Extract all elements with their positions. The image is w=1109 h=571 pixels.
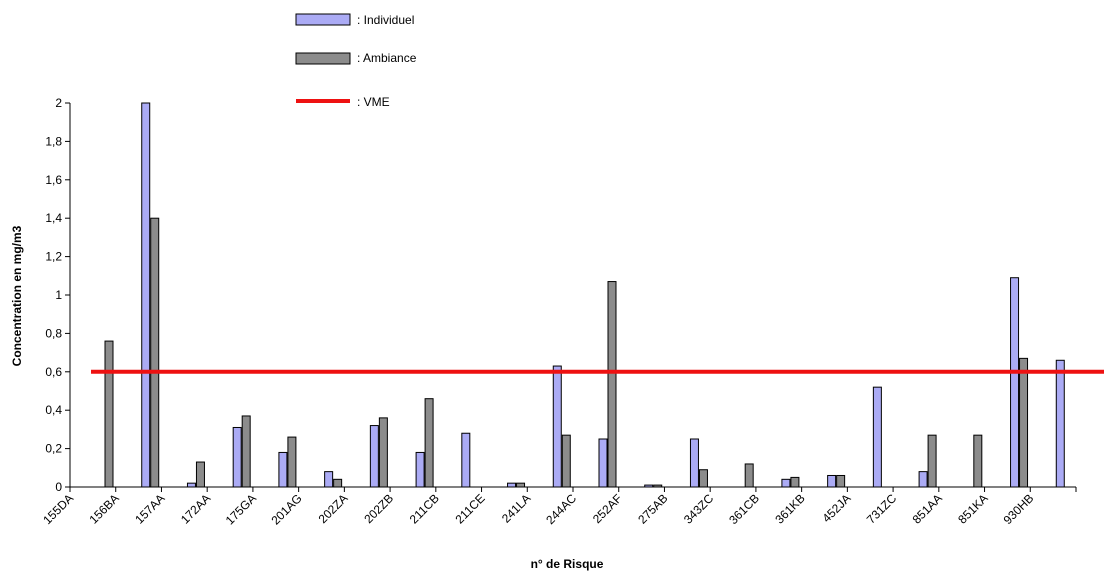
x-tick-label: 211CE: [452, 491, 487, 526]
y-tick-label: 2: [55, 96, 62, 110]
legend-swatch-ambiance: [295, 52, 351, 65]
y-tick-label: 0,8: [45, 326, 62, 340]
x-tick-label: 202ZB: [361, 491, 396, 526]
bar-ambiance: [973, 434, 983, 488]
bar-individuel: [781, 478, 791, 488]
x-tick-label: 157AA: [132, 491, 167, 526]
y-tick-label: 1,2: [45, 250, 62, 264]
bar-individuel: [507, 482, 517, 488]
y-tick-label: 1: [55, 288, 62, 302]
x-tick-label: 156BA: [86, 491, 121, 526]
x-tick-label: 252AF: [590, 491, 625, 526]
x-tick-label: 241LA: [499, 491, 533, 525]
bar-individuel: [278, 451, 288, 488]
y-axis-ticks: 0 0,2 0,4 0,6 0,8 1 1,2 1,4 1,6 1,8 2: [45, 96, 70, 494]
bar-ambiance: [516, 482, 526, 488]
y-tick-label: 0,4: [45, 403, 62, 417]
x-tick-label: 731ZC: [864, 491, 900, 527]
bar-ambiance: [333, 478, 343, 488]
bar-individuel: [232, 426, 242, 488]
legend-swatch-individuel: [295, 13, 351, 26]
x-tick-label: 851AA: [910, 491, 945, 526]
bar-ambiance: [1019, 357, 1029, 488]
bar-ambiance: [378, 417, 388, 488]
bar-individuel: [827, 474, 837, 488]
bar-individuel: [918, 471, 928, 488]
y-axis-title: Concentration en mg/m3: [10, 225, 24, 366]
bar-individuel: [598, 438, 608, 488]
x-tick-label: 452JA: [820, 491, 854, 525]
bar-individuel: [369, 425, 379, 488]
bar-individuel: [186, 482, 196, 488]
y-tick-label: 0,6: [45, 365, 62, 379]
bar-ambiance: [104, 340, 114, 488]
bar-ambiance: [195, 461, 205, 488]
bar-ambiance: [561, 434, 571, 488]
bar-individuel: [689, 438, 699, 488]
x-tick-label: 361CB: [726, 491, 762, 527]
bar-ambiance: [150, 217, 160, 488]
x-tick-label: 244AC: [543, 491, 579, 527]
legend-label-ambiance: : Ambiance: [357, 51, 417, 65]
bar-ambiance: [927, 434, 937, 488]
bar-individuel: [324, 471, 334, 488]
x-axis-ticks: 155DA 156BA 157AA 172AA 175GA 201AG 202ZA 202ZB…: [40, 487, 1077, 528]
bar-ambiance: [287, 436, 297, 488]
bar-individuel: [415, 451, 425, 488]
y-tick-label: 1,8: [45, 134, 62, 148]
legend-label-individuel: : Individuel: [357, 13, 414, 27]
bar-ambiance: [607, 281, 617, 488]
x-tick-label: 201AG: [268, 491, 304, 527]
x-tick-label: 175GA: [223, 491, 259, 527]
x-axis-title: n° de Risque: [531, 557, 604, 571]
bar-ambiance: [424, 398, 434, 488]
bar-individuel: [1055, 359, 1065, 488]
y-tick-label: 1,6: [45, 173, 62, 187]
y-tick-label: 1,4: [45, 211, 62, 225]
bar-ambiance: [241, 415, 251, 488]
x-tick-label: 155DA: [40, 491, 76, 527]
bar-individuel: [141, 102, 151, 488]
bar-ambiance: [836, 474, 846, 488]
x-tick-label: 343ZC: [681, 491, 717, 527]
x-tick-label: 361KB: [772, 491, 807, 526]
x-tick-label: 851KA: [955, 491, 990, 526]
x-tick-label: 930HB: [1001, 491, 1037, 527]
bar-ambiance: [790, 476, 800, 488]
bar-individuel: [552, 365, 562, 488]
legend: : Individuel : Ambiance : VME: [295, 13, 417, 109]
y-tick-label: 0: [55, 480, 62, 494]
bar-individuel: [461, 432, 471, 488]
bar-ambiance: [744, 463, 754, 488]
bar-ambiance: [698, 469, 708, 488]
y-tick-label: 0,2: [45, 442, 62, 456]
legend-label-vme: : VME: [357, 95, 390, 109]
bar-individuel: [872, 386, 882, 488]
x-tick-label: 211CB: [407, 491, 442, 526]
bar-individuel: [1010, 277, 1020, 488]
x-tick-label: 275AB: [635, 491, 670, 526]
bars: [104, 102, 1065, 488]
x-tick-label: 172AA: [178, 491, 213, 526]
x-tick-label: 202ZA: [316, 491, 351, 526]
